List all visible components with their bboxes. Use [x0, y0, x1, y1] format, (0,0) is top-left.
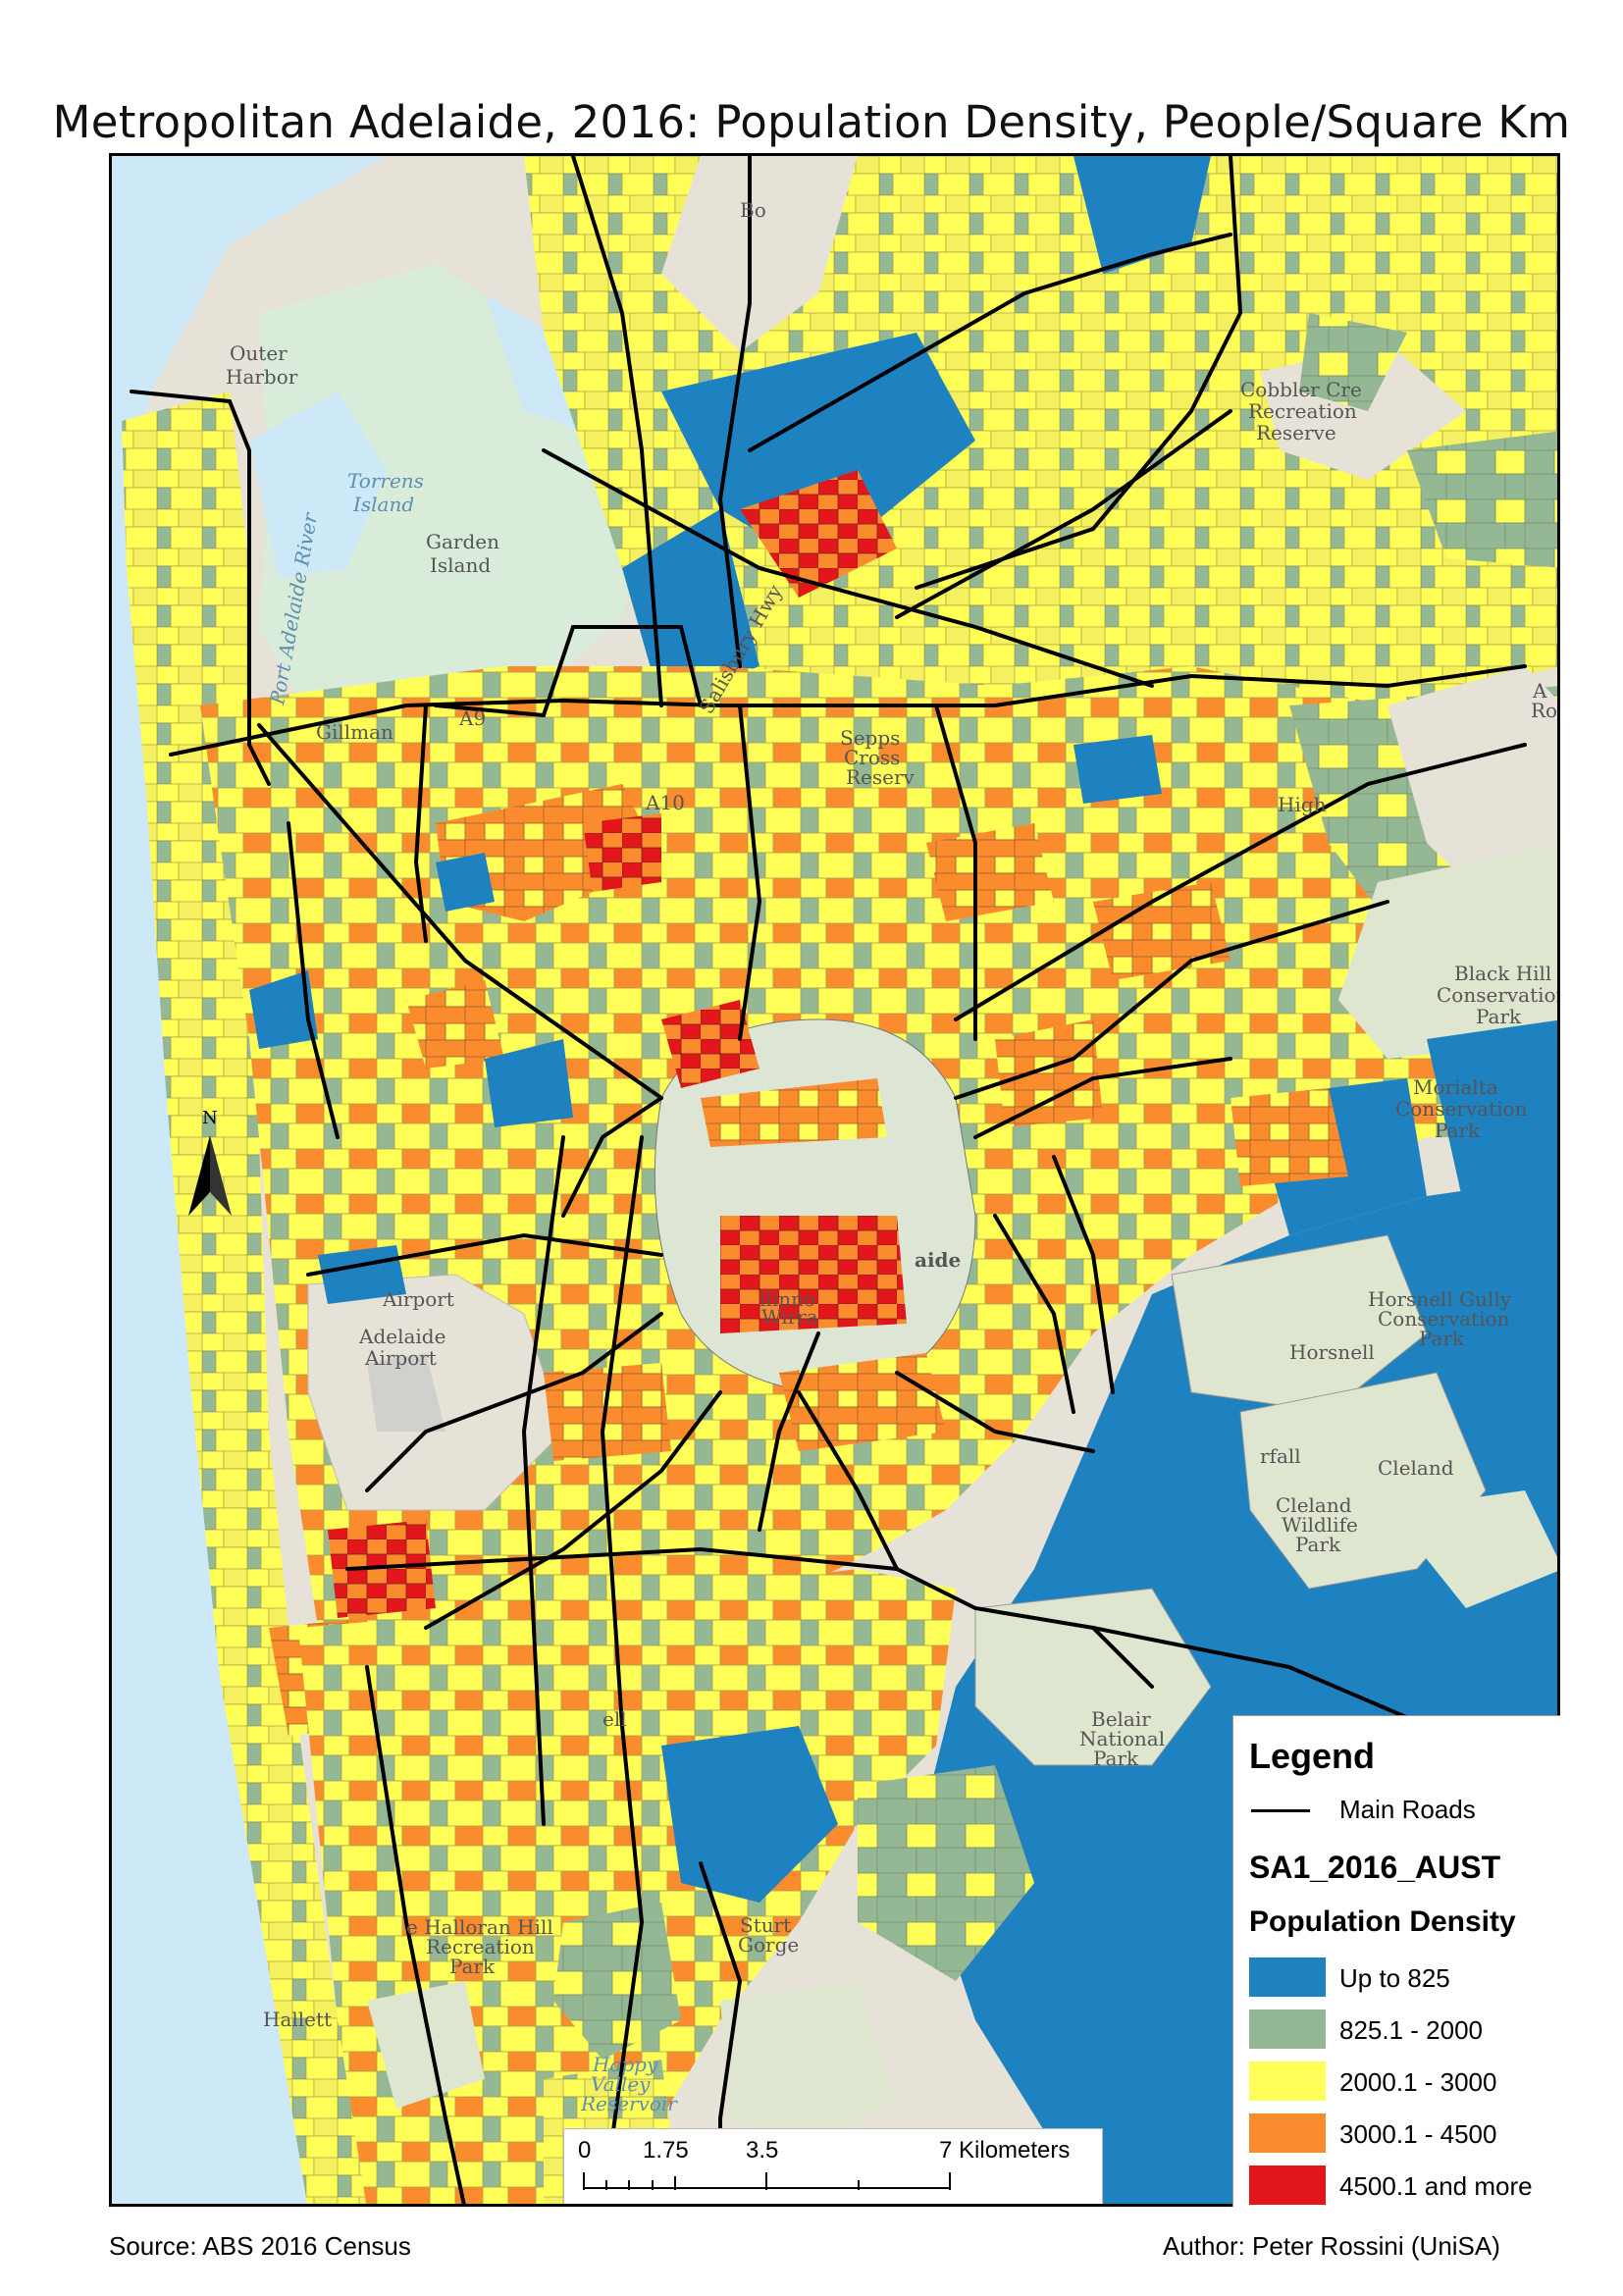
svg-text:Wildlife: Wildlife — [1282, 1513, 1358, 1537]
svg-text:Airport: Airport — [364, 1346, 437, 1370]
legend-class-label: 4500.1 and more — [1339, 2171, 1533, 2201]
label-airport: Airport — [382, 1287, 454, 1311]
svg-text:Reserv: Reserv — [846, 765, 916, 789]
legend-class-label: 2000.1 - 3000 — [1339, 2067, 1497, 2097]
map-title: Metropolitan Adelaide, 2016: Population … — [52, 96, 1571, 148]
svg-text:Island: Island — [430, 553, 491, 577]
svg-text:Recreation: Recreation — [1248, 399, 1357, 423]
legend-class-label: Up to 825 — [1339, 1963, 1450, 1993]
svg-text:Cross: Cross — [844, 746, 900, 769]
legend-class-4: 3000.1 - 4500 — [1249, 2113, 1553, 2157]
source-note: Source: ABS 2016 Census — [109, 2231, 411, 2261]
svg-text:Reservoir: Reservoir — [580, 2092, 678, 2115]
svg-text:National: National — [1079, 1727, 1165, 1750]
label-happy-valley: Happy — [592, 2053, 658, 2076]
svg-text:Park: Park — [449, 1955, 496, 1978]
legend-swatch — [1249, 2113, 1326, 2153]
svg-text:Wirra: Wirra — [761, 1305, 818, 1329]
svg-text:Valley: Valley — [591, 2072, 651, 2096]
label-hallett: Hallett — [263, 2008, 332, 2031]
svg-text:Reserve: Reserve — [1256, 421, 1336, 444]
svg-text:rfall: rfall — [1260, 1444, 1301, 1468]
legend-class-label: 3000.1 - 4500 — [1339, 2119, 1497, 2149]
main-roads-label: Main Roads — [1339, 1795, 1476, 1824]
label-torrens-island: Torrens — [347, 469, 424, 493]
legend-class-1: Up to 825 — [1249, 1957, 1553, 2001]
svg-text:Park: Park — [1435, 1119, 1481, 1142]
legend-class-5: 4500.1 and more — [1249, 2166, 1553, 2209]
svg-text:A: A — [1532, 679, 1547, 703]
label-sturt-gorge: Sturt — [740, 1913, 791, 1937]
scale-bar: 0 1.75 3.5 7 Kilometers — [563, 2128, 1103, 2204]
legend-class-3: 2000.1 - 3000 — [1249, 2061, 1553, 2105]
legend-title: Legend — [1249, 1736, 1376, 1776]
svg-text:Park: Park — [1295, 1533, 1341, 1556]
label-horsnell-gully: Horsnell Gully — [1368, 1287, 1512, 1311]
label-horsnell: Horsnell — [1289, 1340, 1375, 1364]
label-cleland-wildlife: Cleland — [1276, 1493, 1352, 1517]
main-roads-symbol — [1251, 1809, 1310, 1812]
label-adelaide: aide — [915, 1248, 961, 1272]
label-adelaide-airport: Adelaide — [358, 1325, 445, 1348]
svg-text:ell: ell — [602, 1707, 627, 1731]
legend-swatch — [1249, 2166, 1326, 2205]
legend: Legend Main Roads SA1_2016_AUST Populati… — [1232, 1715, 1560, 2207]
svg-text:Conservation: Conservation — [1395, 1097, 1528, 1121]
svg-text:Park: Park — [1476, 1005, 1522, 1028]
svg-text:Conservation: Conservation — [1437, 983, 1560, 1007]
svg-text:ilinno: ilinno — [759, 1287, 815, 1311]
svg-text:Conservation: Conservation — [1378, 1307, 1510, 1331]
place-labels: Outer Harbor Torrens Island Garden Islan… — [226, 198, 1560, 2115]
label-belair: Belair — [1091, 1707, 1151, 1731]
svg-text:A10: A10 — [645, 791, 685, 814]
map-canvas: Outer Harbor Torrens Island Garden Islan… — [112, 156, 1560, 2204]
scale-label-3: 7 Kilometers — [939, 2137, 1071, 2164]
legend-class-2: 825.1 - 2000 — [1249, 2009, 1553, 2053]
author-note: Author: Peter Rossini (UniSA) — [1163, 2231, 1500, 2261]
legend-swatch — [1249, 2009, 1326, 2049]
label-gillman: Gillman — [316, 720, 393, 744]
label-cleland: Cleland — [1378, 1456, 1454, 1480]
scale-label-2: 3.5 — [746, 2137, 779, 2164]
legend-swatch — [1249, 1957, 1326, 1997]
legend-layer-name: SA1_2016_AUST — [1249, 1850, 1501, 1885]
label-morialta: Morialta — [1413, 1075, 1498, 1099]
svg-text:Bo: Bo — [740, 198, 766, 222]
label-cobbler-creek: Cobbler Cre — [1240, 378, 1362, 401]
label-high: High — [1278, 793, 1327, 816]
north-arrow-icon: N — [181, 1106, 239, 1224]
legend-field-name: Population Density — [1249, 1905, 1516, 1938]
scale-label-0: 0 — [578, 2137, 592, 2164]
svg-text:N: N — [202, 1108, 218, 1128]
label-outer-harbor: Outer — [230, 341, 288, 365]
svg-text:Park: Park — [1419, 1327, 1465, 1350]
legend-swatch — [1249, 2061, 1326, 2101]
label-halloran-hill: e Halloran Hill — [406, 1915, 553, 1939]
svg-text:Island: Island — [352, 493, 414, 516]
svg-text:Recreation: Recreation — [426, 1935, 535, 1958]
svg-text:A9: A9 — [458, 706, 486, 730]
label-black-hill: Black Hill — [1454, 962, 1551, 985]
label-sepps-cross: Sepps — [840, 726, 900, 750]
map-frame[interactable]: Outer Harbor Torrens Island Garden Islan… — [109, 153, 1560, 2207]
svg-text:Harbor: Harbor — [226, 365, 298, 389]
legend-class-label: 825.1 - 2000 — [1339, 2015, 1484, 2045]
label-garden-island: Garden — [426, 530, 499, 553]
scale-label-1: 1.75 — [643, 2137, 689, 2164]
svg-text:Ro: Ro — [1531, 699, 1557, 722]
svg-text:Park: Park — [1093, 1747, 1139, 1770]
svg-text:Gorge: Gorge — [738, 1933, 799, 1957]
